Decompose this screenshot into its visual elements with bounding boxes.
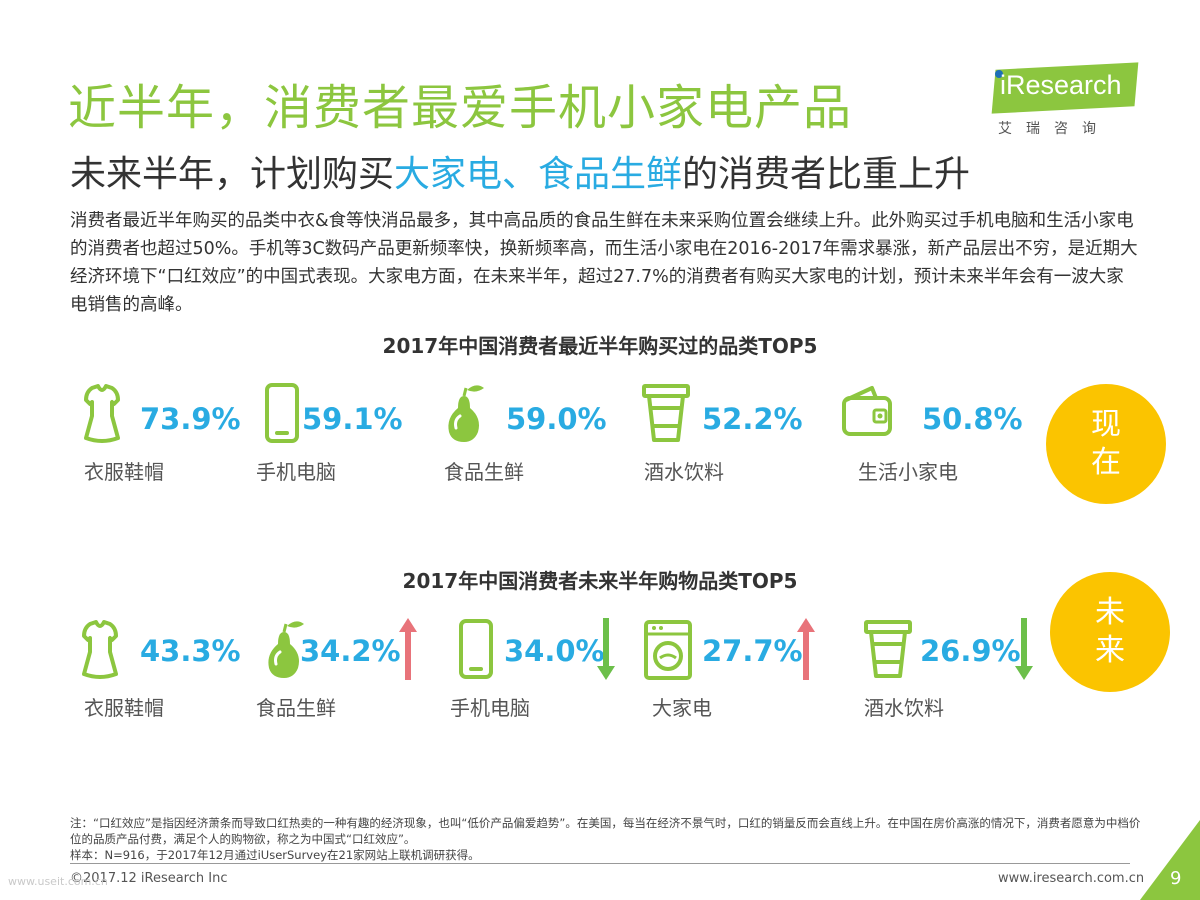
wallet-icon	[842, 386, 892, 436]
subtitle-highlight: 大家电、食品生鲜	[394, 154, 683, 195]
value-label: 52.2%	[702, 402, 803, 436]
summary-paragraph: 消费者最近半年购买的品类中衣&食等快消品最多，其中高品质的食品生鲜在未来采购位置…	[70, 211, 1138, 315]
value-label: 59.1%	[302, 402, 403, 436]
pear-icon	[268, 621, 304, 678]
chart-title-future: 2017年中国消费者未来半年购物品类TOP5	[402, 569, 798, 593]
category-label: 生活小家电	[858, 460, 958, 484]
phone-icon	[459, 619, 493, 679]
value-label: 34.0%	[504, 634, 605, 668]
footnote-sample: 样本：N=916，于2017年12月通过iUserSurvey在21家网站上联机…	[70, 848, 480, 862]
trend-up-arrow-icon	[797, 618, 815, 680]
value-label: 34.2%	[300, 634, 401, 668]
category-label: 大家电	[652, 696, 712, 720]
page-number-tab	[1140, 820, 1200, 900]
category-label: 衣服鞋帽	[84, 460, 164, 484]
watermark: www.useit.com.cn	[8, 875, 108, 888]
category-label: 衣服鞋帽	[84, 696, 164, 720]
value-label: 50.8%	[922, 402, 1023, 436]
copyright: ©2017.12 iResearch Inc	[70, 871, 228, 886]
trend-down-arrow-icon	[597, 618, 615, 680]
chart-title-now: 2017年中国消费者最近半年购买过的品类TOP5	[382, 334, 818, 358]
trend-down-arrow-icon	[1015, 618, 1033, 680]
logo-dot	[995, 70, 1003, 78]
pear-icon	[448, 385, 484, 442]
footnote: 注：“口红效应”是指因经济萧条而导致口红热卖的一种有趣的经济现象，也叫“低价产品…	[70, 815, 1145, 863]
iresearch-logo: iResearch 艾瑞咨询	[990, 62, 1140, 142]
cup-icon	[864, 620, 912, 678]
category-label: 手机电脑	[450, 696, 530, 720]
badge-now: 现在	[1046, 384, 1166, 504]
footnote-definition: 注：“口红效应”是指因经济萧条而导致口红热卖的一种有趣的经济现象，也叫“低价产品…	[70, 816, 1141, 846]
category-label: 酒水饮料	[864, 696, 944, 720]
category-label: 酒水饮料	[644, 460, 724, 484]
washer-icon	[644, 620, 692, 680]
value-label: 59.0%	[506, 402, 607, 436]
logo-wordmark: iResearch	[1000, 70, 1122, 100]
page-title: 近半年，消费者最爱手机小家电产品	[68, 80, 853, 136]
cup-icon	[642, 384, 690, 442]
value-label: 73.9%	[140, 402, 241, 436]
dress-icon	[82, 620, 118, 679]
subtitle-post: 的消费者比重上升	[682, 154, 971, 195]
logo-chinese: 艾瑞咨询	[998, 121, 1110, 137]
page-number: 9	[1170, 868, 1182, 889]
badge-future: 未来	[1050, 572, 1170, 692]
value-label: 27.7%	[702, 634, 803, 668]
category-label: 食品生鲜	[256, 696, 336, 720]
value-label: 26.9%	[920, 634, 1021, 668]
trend-up-arrow-icon	[399, 618, 417, 680]
footer-divider	[70, 863, 1130, 864]
phone-icon	[265, 383, 299, 443]
dress-icon	[84, 384, 120, 443]
category-label: 手机电脑	[256, 460, 336, 484]
value-label: 43.3%	[140, 634, 241, 668]
footer-url[interactable]: www.iresearch.com.cn	[998, 871, 1145, 886]
page-subtitle: 未来半年，计划购买大家电、食品生鲜的消费者比重上升	[70, 145, 970, 197]
category-label: 食品生鲜	[444, 460, 524, 484]
subtitle-pre: 未来半年，计划购买	[70, 154, 395, 195]
